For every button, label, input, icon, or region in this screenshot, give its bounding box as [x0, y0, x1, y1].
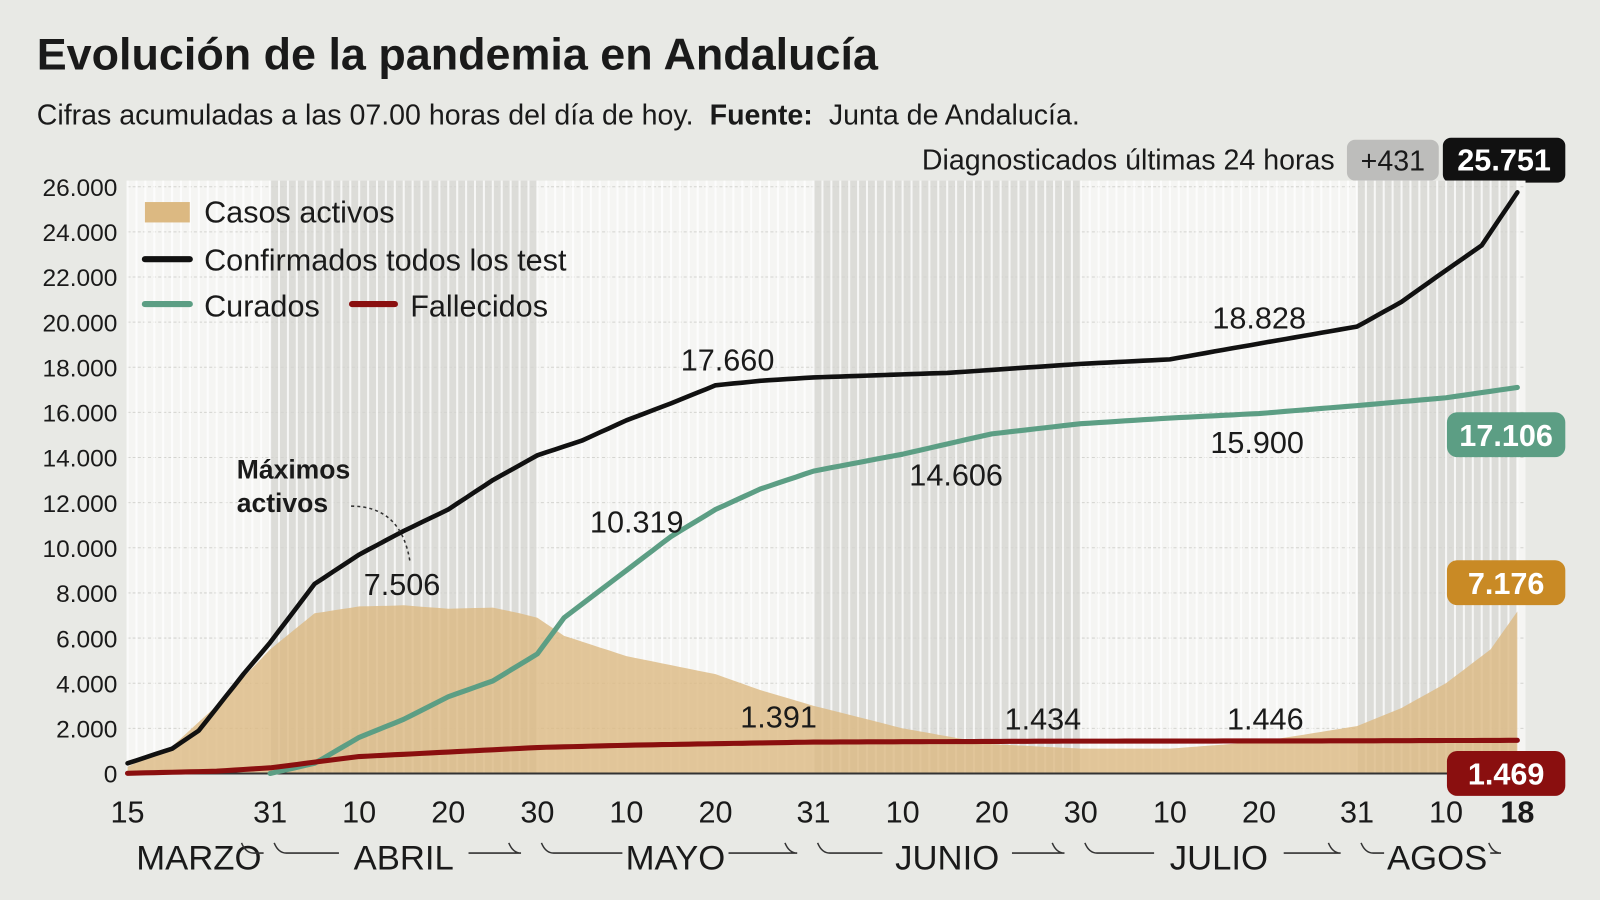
- y-tick-label: 12.000: [43, 491, 118, 518]
- y-tick-label: 8.000: [56, 581, 117, 608]
- series-area-casos-activos: [127, 605, 1518, 774]
- y-tick-label: 4.000: [56, 671, 117, 698]
- x-tick-label: 10: [1153, 795, 1187, 829]
- x-tick-label: 31: [1340, 795, 1374, 829]
- month-bracket: [273, 842, 339, 854]
- source-text: Junta de Andalucía.: [829, 99, 1080, 131]
- data-label: 7.506: [364, 568, 441, 602]
- chart-title: Evolución de la pandemia en Andalucía: [37, 28, 879, 79]
- increment-badge-text: +431: [1361, 145, 1425, 177]
- month-bracket: [816, 842, 883, 854]
- month-bracket: [1360, 842, 1385, 854]
- y-axis: 0 2.000 4.000 6.000 8.000 10.000 12.000 14.000 1…: [43, 175, 118, 789]
- month-label: JUNIO: [895, 839, 999, 877]
- month-label: ABRIL: [354, 839, 454, 877]
- legend-label-curados: Curados: [204, 289, 320, 323]
- legend-label-activos: Casos activos: [204, 195, 395, 229]
- x-tick-label: 15: [111, 795, 145, 829]
- series-line-fallecidos: [125, 737, 1520, 776]
- month-bracket: [240, 842, 264, 854]
- total-badge-text: 25.751: [1457, 143, 1551, 177]
- source-label: Fuente:: [710, 99, 813, 131]
- data-label: 1.434: [1005, 703, 1082, 737]
- legend: Casos activos Confirmados todos los test…: [141, 195, 567, 323]
- month-label: MAYO: [626, 839, 726, 877]
- x-tick-label: 10: [1429, 795, 1463, 829]
- x-tick-label: 20: [1242, 795, 1276, 829]
- end-badge-text-curados: 17.106: [1459, 419, 1553, 453]
- x-tick-label: 18: [1500, 795, 1534, 829]
- end-badge-text-activos: 7.176: [1468, 567, 1545, 601]
- y-tick-label: 14.000: [43, 446, 118, 473]
- annotations: 17.660 18.828 10.319 14.606 15.900 1.391 1.434…: [237, 302, 1566, 796]
- subtitle-text: Cifras acumuladas a las 07.00 horas del …: [37, 99, 694, 131]
- x-tick-label: 20: [431, 795, 465, 829]
- y-tick-label: 18.000: [43, 355, 118, 382]
- y-tick-label: 20.000: [43, 310, 118, 337]
- end-badge-activos: [1446, 560, 1566, 606]
- end-badge-curados: [1446, 412, 1566, 458]
- month-bracket: [1488, 842, 1502, 854]
- y-tick-label: 2.000: [56, 717, 117, 744]
- end-badge-fallecidos: [1446, 751, 1566, 796]
- x-tick-label: 20: [975, 795, 1009, 829]
- data-label: 1.446: [1227, 703, 1304, 737]
- x-tick-label: 31: [797, 795, 831, 829]
- month-bracket: [468, 842, 522, 854]
- x-tick-label: 30: [520, 795, 554, 829]
- y-tick-label: 0: [104, 762, 118, 789]
- x-tick-label: 10: [886, 795, 920, 829]
- month-label: JULIO: [1170, 839, 1268, 877]
- y-tick-label: 22.000: [43, 265, 118, 292]
- increment-badge: [1346, 139, 1439, 181]
- data-label: 17.660: [681, 343, 775, 377]
- data-label: 18.828: [1212, 302, 1306, 336]
- header-badge-label: Diagnosticados últimas 24 horas: [922, 144, 1335, 176]
- data-label: 1.391: [740, 701, 817, 735]
- legend-label-confirmados: Confirmados todos los test: [204, 243, 567, 277]
- month-bracket: [1283, 842, 1341, 854]
- month-label: AGOS: [1387, 839, 1487, 877]
- data-label: 14.606: [909, 459, 1003, 493]
- month-bracket: [540, 842, 623, 854]
- x-tick-label: 10: [342, 795, 376, 829]
- y-tick-label: 16.000: [43, 401, 118, 428]
- end-badge-text-fallecidos: 1.469: [1468, 758, 1545, 792]
- plot-area: [125, 180, 1526, 777]
- total-badge: [1442, 137, 1566, 183]
- data-label: 10.319: [590, 506, 684, 540]
- y-tick-label: 24.000: [43, 220, 118, 247]
- x-tick-label: 31: [253, 795, 287, 829]
- month-bracket: [728, 842, 798, 854]
- annotation-leader-line: [351, 505, 411, 564]
- legend-label-fallecidos: Fallecidos: [410, 289, 548, 323]
- x-axis: 15 31 10 20 30 10 20 31 10 20 30 10 20 31 10 18 MARZO ABR…: [111, 795, 1535, 877]
- month-label: MARZO: [136, 839, 261, 877]
- x-tick-label: 10: [609, 795, 643, 829]
- y-tick-label: 26.000: [43, 175, 118, 202]
- x-tick-label: 30: [1064, 795, 1098, 829]
- x-tick-label: 20: [699, 795, 733, 829]
- y-tick-label: 10.000: [43, 536, 118, 563]
- annotation-note: activos: [237, 488, 328, 518]
- series-line-confirmados-todos-los-test: [125, 190, 1520, 766]
- series-line-curados: [267, 384, 1520, 777]
- month-bracket: [1084, 842, 1155, 854]
- chart-subtitle: Cifras acumuladas a las 07.00 horas del …: [37, 99, 1080, 131]
- annotation-note: Máximos: [237, 455, 350, 485]
- legend-swatch-activos: [144, 202, 190, 223]
- y-tick-label: 6.000: [56, 626, 117, 653]
- data-label: 15.900: [1210, 426, 1304, 460]
- month-bracket: [1011, 842, 1065, 854]
